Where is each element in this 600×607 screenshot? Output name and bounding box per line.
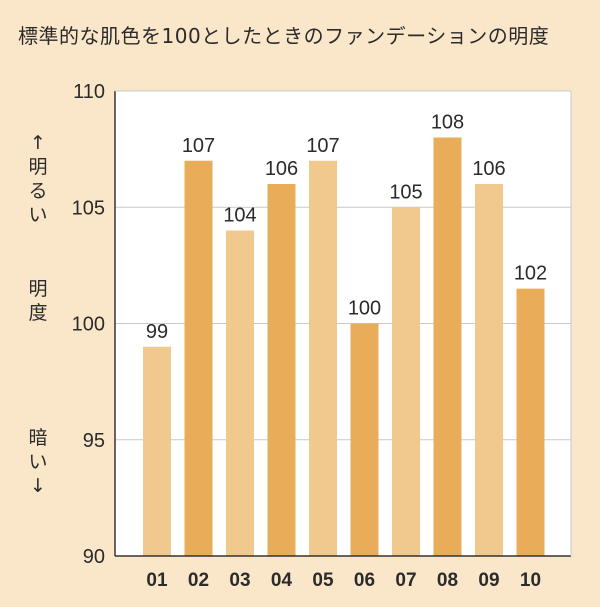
bar-09: [475, 184, 503, 556]
bar-04: [267, 184, 296, 556]
value-label-09: 106: [472, 158, 505, 180]
x-tick-label-01: 01: [146, 570, 168, 591]
y-tick-label: 100: [72, 314, 105, 336]
bar-06: [350, 323, 379, 556]
x-tick-label-02: 02: [188, 570, 209, 591]
value-label-07: 105: [389, 181, 422, 203]
value-label-02: 107: [182, 135, 215, 157]
x-tick-label-07: 07: [395, 570, 416, 591]
ylabel-middle: 明度: [28, 278, 48, 324]
bar-10: [516, 288, 545, 556]
x-tick-label-09: 09: [478, 570, 499, 591]
value-label-03: 104: [223, 205, 256, 227]
bars: 99 107 104 106 107 100 105 108 106 102: [143, 112, 547, 556]
x-tick-label-10: 10: [520, 570, 541, 591]
y-tick-label: 95: [83, 430, 105, 452]
bar-03: [226, 230, 254, 556]
x-tick-label-06: 06: [354, 570, 375, 591]
ylabel-dark: 暗い ↓: [28, 427, 48, 497]
bar-08: [433, 137, 462, 556]
value-label-10: 102: [514, 263, 547, 285]
value-label-06: 100: [348, 298, 381, 320]
value-label-01: 99: [146, 321, 168, 343]
bar-07: [392, 207, 420, 556]
bar-05: [309, 160, 337, 556]
bar-02: [184, 160, 213, 556]
x-tick-label-03: 03: [229, 570, 250, 591]
y-tick-label: 105: [72, 197, 105, 219]
chart-title: 標準的な肌色を100としたときのファンデーションの明度: [18, 24, 550, 48]
axes: 90 95 100 105 110 01 02 03 04 05 06 07 08 09 10: [72, 81, 572, 591]
y-tick-label: 110: [73, 81, 105, 103]
x-tick-label-05: 05: [312, 570, 334, 591]
x-tick-label-04: 04: [271, 570, 293, 591]
value-label-08: 108: [431, 112, 464, 134]
y-tick-label: 90: [83, 546, 105, 568]
ylabel-bright: ↑ 明るい: [28, 132, 48, 226]
x-tick-label-08: 08: [437, 570, 458, 591]
bar-01: [143, 346, 171, 556]
value-label-04: 106: [265, 158, 298, 180]
value-label-05: 107: [306, 135, 339, 157]
